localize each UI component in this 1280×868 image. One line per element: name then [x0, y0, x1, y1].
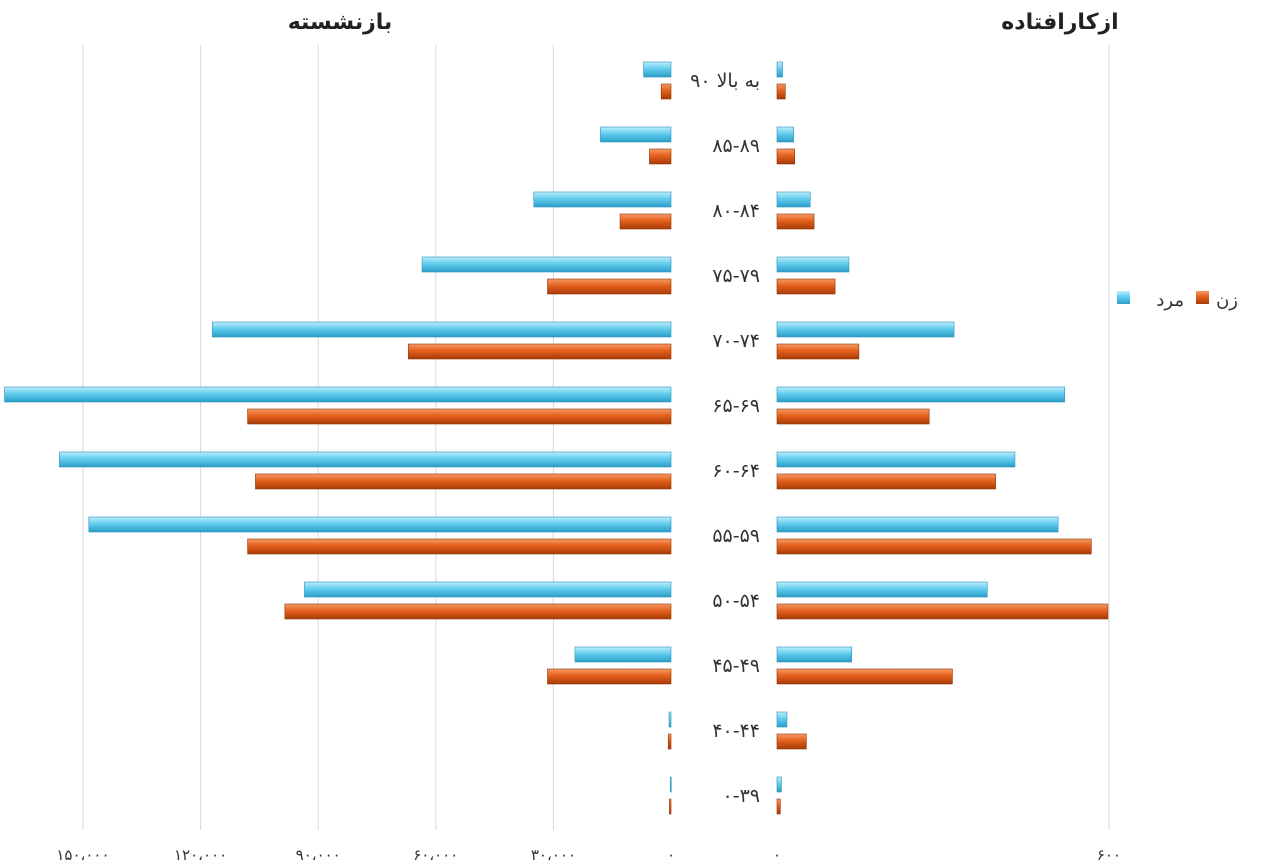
- left-bar-female: [284, 603, 672, 620]
- left-bar-female: [408, 343, 672, 360]
- left-tick-label: ۱۲۰،۰۰۰: [174, 846, 227, 864]
- right-bar-female: [776, 278, 836, 295]
- right-bar-female: [776, 668, 953, 685]
- left-tick-label: ۳۰،۰۰۰: [531, 846, 576, 864]
- right-bar-female: [776, 538, 1092, 555]
- age-group-label: ۵۵-۵۹: [712, 525, 760, 547]
- left-bar-male: [643, 61, 672, 78]
- right-bar-male: [776, 581, 988, 598]
- legend-label-male: مرد: [1156, 290, 1184, 311]
- age-group-label: ۰-۳۹: [723, 785, 760, 807]
- right-bar-male: [776, 256, 850, 273]
- age-group-label: ۶۰-۶۴: [712, 460, 760, 482]
- right-tick-label: ۶۰۰: [1097, 846, 1121, 864]
- age-group-label: ۵۰-۵۴: [712, 590, 760, 612]
- legend-swatch-female: [1196, 291, 1209, 304]
- left-tick-label: ۶۰،۰۰۰: [413, 846, 458, 864]
- age-group-label: ۸۵-۸۹: [712, 135, 760, 157]
- age-group-label: ۴۵-۴۹: [712, 655, 760, 677]
- legend: زن مرد: [1117, 290, 1238, 311]
- right-bar-female: [776, 603, 1109, 620]
- left-bar-male: [212, 321, 672, 338]
- right-bar-male: [776, 776, 782, 793]
- right-bar-female: [776, 343, 860, 360]
- age-group-label: ۴۰-۴۴: [712, 720, 760, 742]
- left-bar-male: [421, 256, 672, 273]
- age-group-label: ۷۰-۷۴: [712, 330, 760, 352]
- right-bar-male: [776, 451, 1016, 468]
- left-bar-female: [669, 798, 672, 815]
- left-bar-male: [574, 646, 672, 663]
- right-bar-female: [776, 473, 996, 490]
- right-bar-female: [776, 733, 807, 750]
- left-bar-male: [88, 516, 672, 533]
- right-bar-male: [776, 386, 1066, 403]
- left-bar-female: [667, 733, 672, 750]
- left-bar-male: [59, 451, 672, 468]
- right-tick-label: ۰: [773, 846, 781, 864]
- right-bar-male: [776, 711, 788, 728]
- right-bar-male: [776, 516, 1059, 533]
- right-bar-male: [776, 61, 783, 78]
- right-bar-female: [776, 148, 796, 165]
- left-bar-female: [547, 278, 672, 295]
- left-bar-female: [619, 213, 672, 230]
- left-bar-female: [255, 473, 672, 490]
- left-bar-male: [600, 126, 672, 143]
- age-group-label: ۷۵-۷۹: [712, 265, 760, 287]
- right-bar-male: [776, 191, 811, 208]
- left-chart-title: بازنشسته: [288, 10, 393, 35]
- left-bar-male: [4, 386, 672, 403]
- age-group-label: ۸۰-۸۴: [712, 200, 760, 222]
- left-bar-male: [533, 191, 672, 208]
- left-bar-male: [304, 581, 672, 598]
- right-bar-male: [776, 321, 955, 338]
- right-bar-male: [776, 126, 794, 143]
- right-bar-female: [776, 408, 930, 425]
- left-bar-female: [547, 668, 672, 685]
- left-tick-label: ۰: [667, 846, 675, 864]
- legend-label-female: زن: [1216, 290, 1238, 311]
- left-bar-female: [660, 83, 672, 100]
- left-tick-label: ۱۵۰،۰۰۰: [56, 846, 109, 864]
- left-bar-female: [649, 148, 672, 165]
- legend-swatch-male: [1117, 291, 1130, 304]
- right-bar-female: [776, 798, 781, 815]
- age-group-label: ۹۰ به بالا: [690, 70, 760, 92]
- right-bar-female: [776, 213, 815, 230]
- left-bar-female: [247, 538, 672, 555]
- left-bar-male: [669, 776, 672, 793]
- right-bar-male: [776, 646, 852, 663]
- left-bar-female: [247, 408, 672, 425]
- age-group-label: ۶۵-۶۹: [712, 395, 760, 417]
- right-chart-title: ازکارافتاده: [1001, 10, 1118, 35]
- left-bar-male: [668, 711, 672, 728]
- right-bar-female: [776, 83, 786, 100]
- left-tick-label: ۹۰،۰۰۰: [296, 846, 341, 864]
